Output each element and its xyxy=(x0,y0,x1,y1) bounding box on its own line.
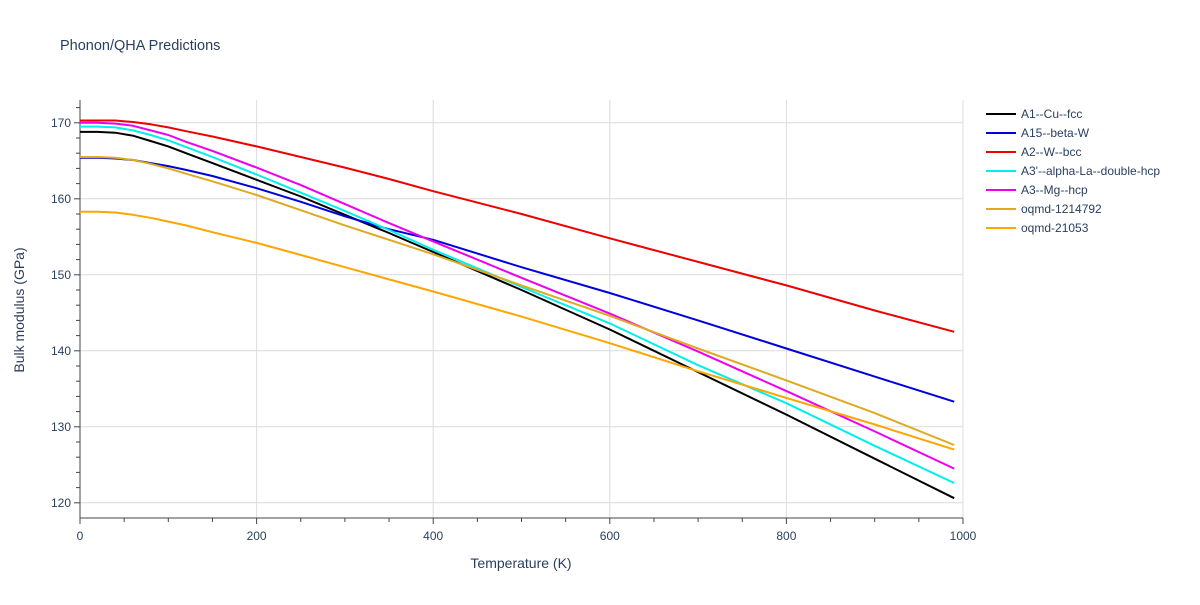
legend-label: A2--W--bcc xyxy=(1021,145,1081,159)
legend-item-a3-mg-hcp[interactable]: A3--Mg--hcp xyxy=(986,183,1088,197)
y-tick-label: 140 xyxy=(51,344,71,358)
axes-layer: 0 200 400 600 800 1000 120 130 140 150 160 170 xyxy=(51,100,977,543)
legend-label: A3'--alpha-La--double-hcp xyxy=(1021,164,1160,178)
y-tick-label: 150 xyxy=(51,268,71,282)
y-tick-label: 160 xyxy=(51,192,71,206)
legend-label: oqmd-21053 xyxy=(1021,221,1089,235)
legend-item-oqmd-1214792[interactable]: oqmd-1214792 xyxy=(986,202,1102,216)
legend[interactable]: A1--Cu--fcc A15--beta-W A2--W--bcc A3'--alp… xyxy=(986,107,1160,235)
legend-label: A3--Mg--hcp xyxy=(1021,183,1088,197)
chart-title: Phonon/QHA Predictions xyxy=(60,38,220,54)
x-tick-label: 600 xyxy=(600,529,620,543)
legend-item-a15-beta-w[interactable]: A15--beta-W xyxy=(986,126,1090,140)
grid-layer xyxy=(80,100,964,518)
series-line-a2-w-bcc xyxy=(80,119,955,333)
series-line-a3-alpha-la-double-hcp xyxy=(80,125,955,484)
legend-item-oqmd-21053[interactable]: oqmd-21053 xyxy=(986,221,1089,235)
series-line-a3-mg-hcp xyxy=(80,121,955,470)
x-tick-label: 400 xyxy=(423,529,443,543)
legend-label: A15--beta-W xyxy=(1021,126,1090,140)
legend-label: A1--Cu--fcc xyxy=(1021,107,1082,121)
legend-item-a3-alpha-la-double-hcp[interactable]: A3'--alpha-La--double-hcp xyxy=(986,164,1160,178)
y-tick-label: 130 xyxy=(51,420,71,434)
y-tick-label: 120 xyxy=(51,496,71,510)
lines-layer xyxy=(80,119,955,500)
legend-item-a1-cu-fcc[interactable]: A1--Cu--fcc xyxy=(986,107,1082,121)
series-line-oqmd-1214792 xyxy=(80,156,955,446)
series-line-oqmd-21053 xyxy=(80,210,955,451)
y-axis-title: Bulk modulus (GPa) xyxy=(11,247,27,372)
legend-item-a2-w-bcc[interactable]: A2--W--bcc xyxy=(986,145,1081,159)
x-tick-label: 0 xyxy=(77,529,84,543)
y-tick-label: 170 xyxy=(51,116,71,130)
x-tick-label: 800 xyxy=(776,529,796,543)
legend-label: oqmd-1214792 xyxy=(1021,202,1102,216)
x-tick-label: 1000 xyxy=(950,529,977,543)
x-tick-label: 200 xyxy=(247,529,267,543)
x-axis-title: Temperature (K) xyxy=(470,555,571,571)
